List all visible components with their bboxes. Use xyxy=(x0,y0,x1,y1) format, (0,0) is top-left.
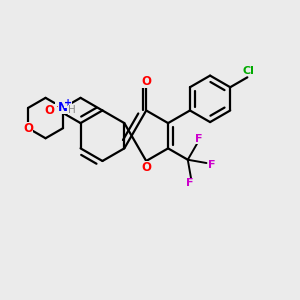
Text: +: + xyxy=(64,98,73,108)
Text: O: O xyxy=(141,75,151,88)
Text: N: N xyxy=(58,101,68,114)
Text: O: O xyxy=(23,122,33,135)
Text: F: F xyxy=(186,178,193,188)
Text: F: F xyxy=(208,160,215,170)
Text: −: − xyxy=(55,101,63,110)
Text: O: O xyxy=(44,104,55,117)
Text: Cl: Cl xyxy=(243,66,254,76)
Text: H: H xyxy=(68,105,76,115)
Text: O: O xyxy=(141,161,151,174)
Text: F: F xyxy=(195,134,202,144)
